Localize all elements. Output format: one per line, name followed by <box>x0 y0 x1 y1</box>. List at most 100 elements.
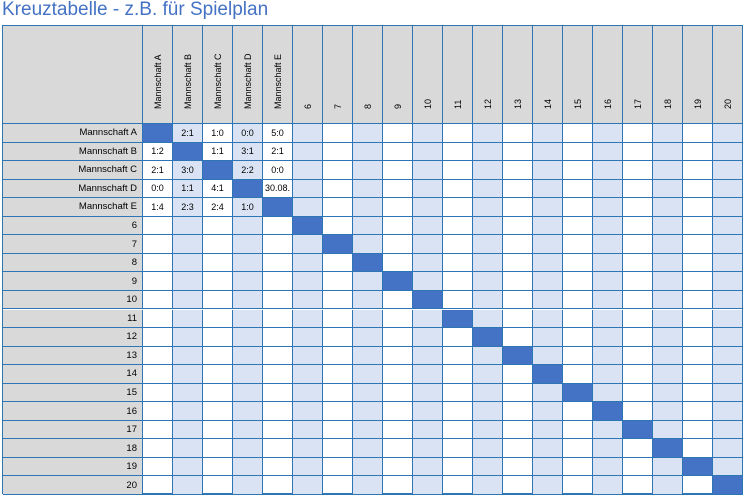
result-cell[interactable] <box>593 235 623 254</box>
result-cell[interactable] <box>263 383 293 403</box>
result-cell[interactable] <box>293 457 323 477</box>
result-cell[interactable] <box>473 179 503 199</box>
result-cell[interactable] <box>413 365 443 384</box>
result-cell[interactable] <box>263 365 293 384</box>
diagonal-cell[interactable] <box>233 179 263 199</box>
result-cell[interactable] <box>173 272 203 291</box>
result-cell[interactable] <box>593 476 623 495</box>
result-cell[interactable] <box>623 142 653 162</box>
result-cell[interactable] <box>623 290 653 310</box>
result-cell[interactable] <box>653 346 683 366</box>
result-cell[interactable] <box>443 402 473 421</box>
result-cell[interactable] <box>383 439 413 458</box>
diagonal-cell[interactable] <box>473 328 503 347</box>
result-cell[interactable] <box>683 253 713 273</box>
result-cell[interactable] <box>293 328 323 347</box>
result-cell[interactable] <box>623 235 653 254</box>
result-cell[interactable] <box>473 198 503 217</box>
result-cell[interactable] <box>233 439 263 458</box>
result-cell[interactable] <box>593 198 623 217</box>
result-cell[interactable] <box>503 253 533 273</box>
result-cell[interactable] <box>353 328 383 347</box>
result-cell[interactable] <box>563 439 593 458</box>
result-cell[interactable] <box>323 216 353 236</box>
result-cell[interactable] <box>233 253 263 273</box>
result-cell[interactable] <box>443 253 473 273</box>
result-cell[interactable] <box>473 272 503 291</box>
result-cell[interactable] <box>713 253 743 273</box>
result-cell[interactable] <box>293 124 323 143</box>
result-cell[interactable] <box>563 290 593 310</box>
result-cell[interactable] <box>383 290 413 310</box>
result-cell[interactable] <box>503 457 533 477</box>
result-cell[interactable] <box>293 383 323 403</box>
result-cell[interactable] <box>323 457 353 477</box>
result-cell[interactable] <box>263 309 293 329</box>
result-cell[interactable] <box>173 309 203 329</box>
result-cell[interactable] <box>443 216 473 236</box>
result-cell[interactable] <box>593 253 623 273</box>
result-cell[interactable] <box>233 457 263 477</box>
result-cell[interactable] <box>593 272 623 291</box>
result-cell[interactable] <box>413 439 443 458</box>
result-cell[interactable] <box>503 420 533 440</box>
result-cell[interactable] <box>143 216 173 236</box>
result-cell[interactable] <box>173 365 203 384</box>
result-cell[interactable] <box>593 216 623 236</box>
result-cell[interactable] <box>473 476 503 495</box>
result-cell[interactable] <box>503 365 533 384</box>
result-cell[interactable] <box>563 124 593 143</box>
result-cell[interactable] <box>533 216 563 236</box>
result-cell[interactable] <box>143 328 173 347</box>
result-cell[interactable] <box>203 235 233 254</box>
result-cell[interactable] <box>713 179 743 199</box>
result-cell[interactable] <box>383 365 413 384</box>
diagonal-cell[interactable] <box>143 124 173 143</box>
result-cell[interactable] <box>563 346 593 366</box>
result-cell[interactable] <box>503 216 533 236</box>
result-cell[interactable] <box>413 253 443 273</box>
result-cell[interactable] <box>353 439 383 458</box>
result-cell[interactable] <box>143 290 173 310</box>
result-cell[interactable] <box>593 439 623 458</box>
result-cell[interactable] <box>143 253 173 273</box>
result-cell[interactable] <box>383 179 413 199</box>
result-cell[interactable] <box>413 216 443 236</box>
result-cell[interactable] <box>323 328 353 347</box>
result-cell[interactable] <box>503 272 533 291</box>
result-cell[interactable] <box>353 216 383 236</box>
result-cell[interactable]: 1:1 <box>173 179 203 199</box>
result-cell[interactable] <box>413 142 443 162</box>
result-cell[interactable] <box>563 476 593 495</box>
result-cell[interactable]: 2:1 <box>263 142 293 162</box>
result-cell[interactable]: 3:1 <box>233 142 263 162</box>
result-cell[interactable] <box>323 383 353 403</box>
result-cell[interactable] <box>683 272 713 291</box>
result-cell[interactable] <box>653 216 683 236</box>
result-cell[interactable] <box>383 402 413 421</box>
result-cell[interactable] <box>533 346 563 366</box>
result-cell[interactable] <box>293 235 323 254</box>
result-cell[interactable] <box>563 272 593 291</box>
result-cell[interactable] <box>233 328 263 347</box>
result-cell[interactable] <box>293 161 323 180</box>
result-cell[interactable] <box>443 328 473 347</box>
result-cell[interactable] <box>623 439 653 458</box>
result-cell[interactable] <box>473 253 503 273</box>
result-cell[interactable]: 3:0 <box>173 161 203 180</box>
result-cell[interactable] <box>263 253 293 273</box>
result-cell[interactable] <box>173 439 203 458</box>
result-cell[interactable] <box>383 346 413 366</box>
result-cell[interactable] <box>533 328 563 347</box>
result-cell[interactable] <box>323 365 353 384</box>
result-cell[interactable] <box>143 439 173 458</box>
result-cell[interactable] <box>593 309 623 329</box>
result-cell[interactable] <box>413 476 443 495</box>
result-cell[interactable] <box>473 290 503 310</box>
result-cell[interactable] <box>683 161 713 180</box>
result-cell[interactable] <box>413 328 443 347</box>
result-cell[interactable] <box>653 142 683 162</box>
result-cell[interactable] <box>443 179 473 199</box>
result-cell[interactable] <box>323 179 353 199</box>
result-cell[interactable] <box>653 457 683 477</box>
